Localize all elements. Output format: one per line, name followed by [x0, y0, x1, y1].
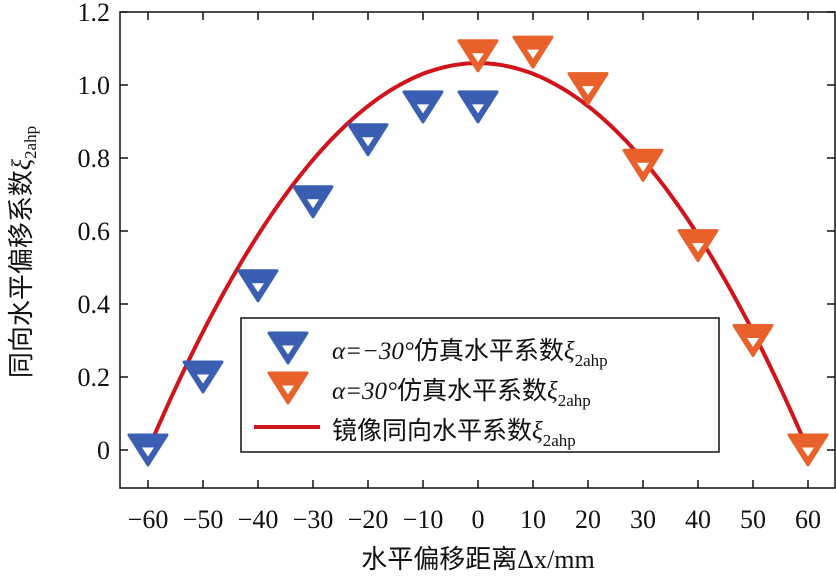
x-tick-label: 40: [685, 505, 711, 534]
legend-label-symbol: ξ: [547, 378, 558, 405]
legend-marker-hole: [282, 385, 294, 395]
x-tick-label: 20: [575, 505, 601, 534]
y-tick-label: 0: [97, 436, 110, 465]
y-tick-label: 0.4: [78, 290, 111, 319]
legend-label-text: 镜像同向水平系数: [332, 417, 532, 445]
y-axis-label: 同向水平偏移系数ξ2ahp: [7, 126, 40, 378]
x-tick-label: −50: [183, 505, 224, 534]
y-tick-label: 1.2: [78, 0, 111, 27]
legend-label-prefix: α=−30°: [332, 338, 414, 365]
y-axis-label-symbol: ξ: [7, 158, 36, 170]
x-tick-label: 0: [472, 505, 485, 534]
y-axis-label-subscript: 2ahp: [21, 126, 40, 159]
x-tick-label: −40: [238, 505, 279, 534]
legend-label-subscript: 2ahp: [558, 391, 591, 410]
y-tick-label: 1.0: [78, 71, 111, 100]
legend-marker-hole: [282, 345, 294, 355]
x-tick-label: −10: [403, 505, 444, 534]
x-tick-label: 10: [520, 505, 546, 534]
legend-box: [240, 317, 720, 453]
data-point-series-1-hole: [527, 49, 539, 59]
legend-label-symbol: ξ: [564, 338, 575, 365]
data-point-series-0-hole: [307, 199, 319, 209]
y-tick-label: 0.6: [78, 217, 111, 246]
data-point-series-0-hole: [197, 374, 209, 384]
data-point-series-1-hole: [637, 162, 649, 172]
legend: α=−30°仿真水平系数ξ2ahp α=30°仿真水平系数ξ2ahp 镜像同向水…: [240, 317, 720, 453]
legend-keys: [254, 331, 320, 429]
data-point-series-1-hole: [692, 243, 704, 253]
x-tick-label: −20: [348, 505, 389, 534]
data-point-series-0-hole: [417, 104, 429, 114]
data-point-series-1-hole: [802, 447, 814, 457]
data-point-series-0-hole: [142, 447, 154, 457]
data-point-series-0-hole: [362, 137, 374, 147]
legend-label-prefix: α=30°: [332, 378, 397, 405]
legend-label-series-2: 镜像同向水平系数ξ2ahp: [332, 417, 576, 450]
x-tick-label: −30: [293, 505, 334, 534]
x-tick-label: 30: [630, 505, 656, 534]
y-tick-label: 0.8: [78, 144, 111, 173]
legend-label-subscript: 2ahp: [543, 431, 576, 450]
legend-label-series-0: α=−30°仿真水平系数ξ2ahp: [332, 337, 608, 370]
x-axis-label: 水平偏移距离Δx/mm: [361, 545, 594, 574]
data-point-series-1-hole: [472, 53, 484, 63]
x-tick-label: −60: [128, 505, 169, 534]
x-tick-label: 50: [740, 505, 766, 534]
legend-label-text: 仿真水平系数: [397, 377, 547, 405]
data-point-series-0-hole: [252, 283, 264, 293]
legend-label-series-1: α=30°仿真水平系数ξ2ahp: [332, 377, 591, 410]
legend-label-subscript: 2ahp: [575, 351, 608, 370]
legend-label-text: 仿真水平系数: [414, 337, 564, 365]
series-markers: [127, 35, 829, 467]
y-axis-label-text: 同向水平偏移系数: [7, 170, 36, 378]
y-tick-label: 0.2: [78, 363, 111, 392]
data-point-series-0-hole: [472, 104, 484, 114]
axes: −60 −50 −40 −30 −20 −10 0 10 20 30 40 50 60 0 0.2 0.4 0.…: [78, 0, 836, 534]
legend-label-symbol: ξ: [532, 418, 543, 445]
data-point-series-1-hole: [582, 86, 594, 96]
x-tick-label: 60: [795, 505, 821, 534]
data-point-series-1-hole: [747, 338, 759, 347]
